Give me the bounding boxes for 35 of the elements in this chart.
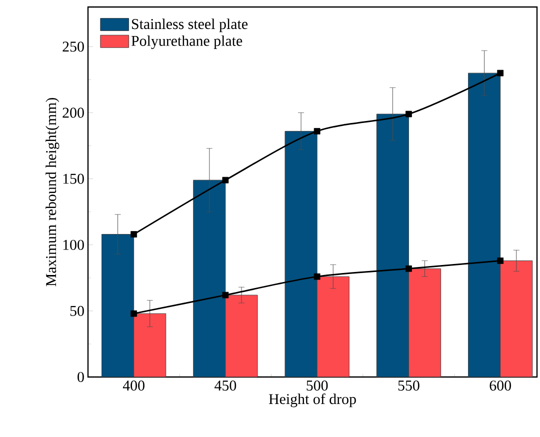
bar (500, 260, 533, 377)
x-tick-label: 550 (398, 380, 420, 391)
bar (193, 180, 226, 377)
point (497, 70, 504, 76)
y-tick-label: 250 (62, 42, 84, 52)
point (130, 231, 138, 238)
point (406, 265, 412, 272)
point (314, 273, 320, 280)
legend-label: Stainless steel plate (132, 18, 248, 32)
point (406, 110, 412, 118)
point (497, 258, 504, 264)
point (222, 292, 229, 298)
y-tick-label: 100 (63, 240, 84, 250)
y-tick-label: 150 (63, 174, 84, 184)
bar (285, 131, 318, 377)
bar (408, 268, 441, 377)
bar (102, 234, 134, 377)
x-tick-label: 400 (122, 380, 144, 391)
bar (468, 72, 501, 377)
point (222, 176, 229, 184)
legend-label: Polyurethane plate (131, 35, 242, 50)
point (314, 128, 320, 134)
x-tick-label: 500 (306, 380, 328, 391)
bar (134, 314, 166, 377)
bar (225, 295, 258, 377)
bar (317, 276, 350, 377)
x-tick-label: 600 (490, 380, 511, 391)
point (130, 310, 138, 317)
x-tick-label: 450 (214, 380, 236, 391)
bar (376, 114, 409, 377)
x-axis-title: Height of drop (268, 393, 356, 408)
y-tick-label: 50 (70, 306, 84, 316)
y-tick-label: 200 (62, 108, 84, 118)
y-axis-title: Maximum rebound height(mm) (46, 98, 60, 286)
y-tick-label: 0 (78, 372, 84, 382)
